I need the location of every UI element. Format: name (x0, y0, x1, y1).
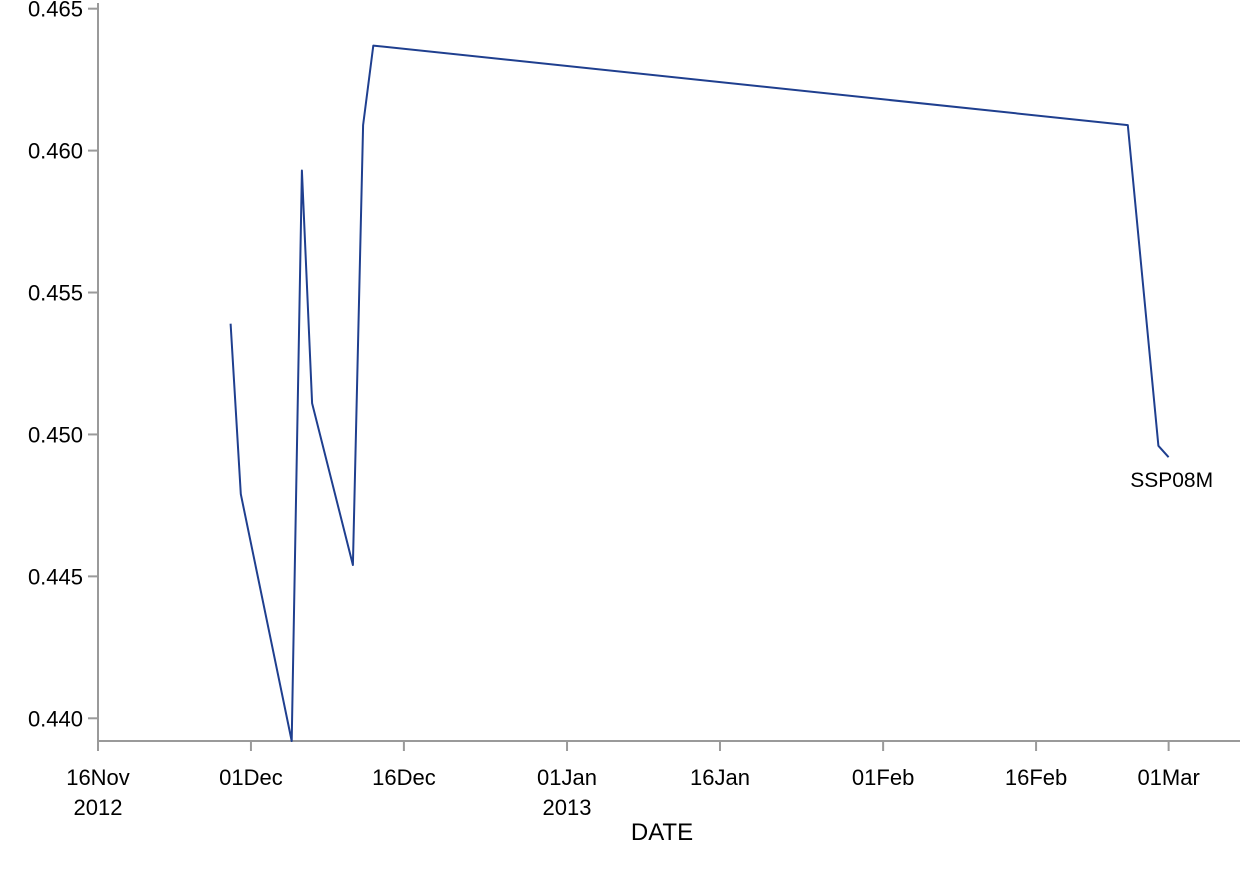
x-tick-label: 16Dec (372, 765, 436, 790)
y-tick-label: 0.465 (28, 0, 83, 22)
series-curve-label: SSP08M (1130, 469, 1213, 492)
y-tick-label: 0.440 (28, 706, 83, 731)
x-tick-label: 01Mar (1137, 765, 1199, 790)
x-tick-label: 01Jan (537, 765, 597, 790)
x-tick-label: 16Jan (690, 765, 750, 790)
x-tick-year-label: 2012 (74, 795, 123, 820)
series-line (229, 44, 1170, 742)
x-tick-label: 01Feb (852, 765, 914, 790)
y-ticks: 0.440 0.445 0.450 0.455 0.460 0.465 (28, 0, 98, 731)
x-tick-label: 16Nov (66, 765, 130, 790)
x-axis-title: DATE (631, 819, 693, 846)
y-tick-label: 0.450 (28, 422, 83, 447)
y-tick-label: 0.445 (28, 564, 83, 589)
x-tick-year-label: 2013 (543, 795, 592, 820)
y-tick-label: 0.455 (28, 281, 83, 306)
x-ticks: 16Nov 2012 01Dec 16Dec 01Jan 2013 16Jan 01Feb 16… (66, 741, 1200, 820)
series-layer: SSP08M (229, 44, 1213, 742)
x-tick-label: 01Dec (219, 765, 283, 790)
y-tick-label: 0.460 (28, 139, 83, 164)
x-tick-label: 16Feb (1005, 765, 1067, 790)
